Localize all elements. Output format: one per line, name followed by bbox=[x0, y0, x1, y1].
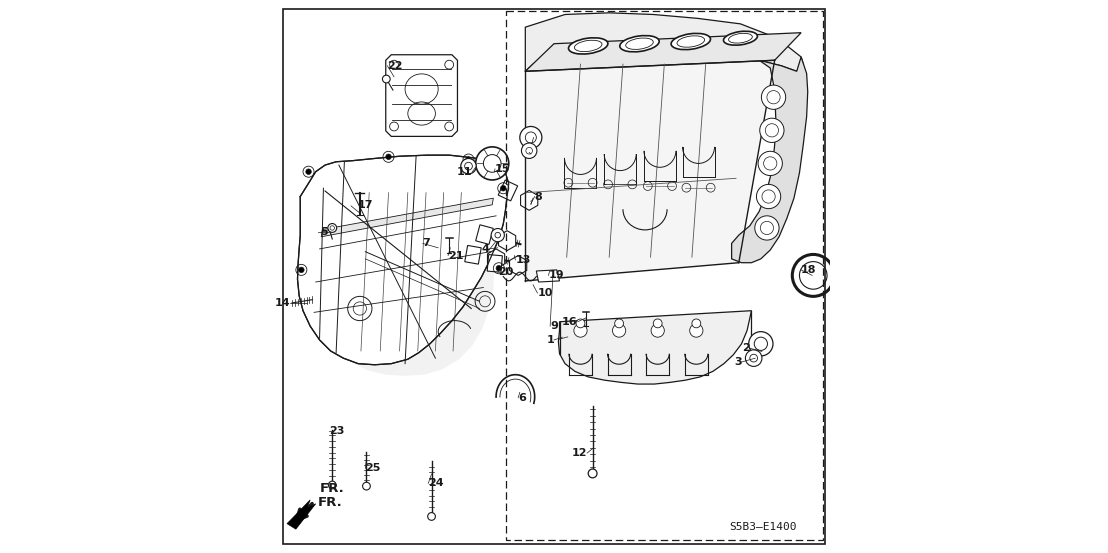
Text: 7: 7 bbox=[423, 238, 431, 248]
Circle shape bbox=[428, 513, 435, 520]
Text: 25: 25 bbox=[366, 463, 381, 473]
Ellipse shape bbox=[671, 33, 710, 50]
Polygon shape bbox=[321, 198, 493, 237]
Polygon shape bbox=[525, 13, 803, 71]
Circle shape bbox=[615, 319, 624, 328]
Ellipse shape bbox=[724, 31, 758, 45]
Circle shape bbox=[520, 127, 542, 149]
Circle shape bbox=[758, 152, 782, 175]
Circle shape bbox=[461, 159, 476, 174]
Circle shape bbox=[362, 482, 370, 490]
Text: FR.: FR. bbox=[318, 496, 342, 509]
Circle shape bbox=[749, 332, 773, 356]
Text: 14: 14 bbox=[275, 298, 290, 308]
Polygon shape bbox=[510, 255, 526, 275]
Circle shape bbox=[652, 324, 665, 337]
Circle shape bbox=[576, 319, 585, 328]
Circle shape bbox=[757, 184, 781, 208]
Circle shape bbox=[588, 469, 597, 478]
Circle shape bbox=[654, 319, 663, 328]
Text: 21: 21 bbox=[448, 251, 463, 260]
Polygon shape bbox=[464, 246, 481, 264]
Polygon shape bbox=[499, 180, 517, 201]
Polygon shape bbox=[499, 231, 515, 251]
Text: 24: 24 bbox=[428, 478, 444, 488]
Circle shape bbox=[491, 228, 504, 242]
Text: S5B3–E1400: S5B3–E1400 bbox=[729, 523, 797, 533]
Circle shape bbox=[691, 319, 700, 328]
Text: 8: 8 bbox=[535, 191, 543, 201]
Polygon shape bbox=[525, 33, 801, 71]
Text: 11: 11 bbox=[456, 166, 472, 177]
Circle shape bbox=[328, 223, 337, 232]
Circle shape bbox=[522, 143, 537, 159]
Circle shape bbox=[501, 185, 506, 191]
Text: 6: 6 bbox=[519, 393, 526, 403]
Polygon shape bbox=[300, 196, 505, 376]
Circle shape bbox=[328, 481, 336, 489]
Text: 12: 12 bbox=[572, 448, 587, 458]
Ellipse shape bbox=[568, 38, 608, 54]
Text: 5: 5 bbox=[320, 227, 328, 237]
Circle shape bbox=[613, 324, 626, 337]
Text: 9: 9 bbox=[551, 321, 558, 331]
Circle shape bbox=[755, 216, 779, 240]
Text: 2: 2 bbox=[742, 343, 750, 353]
Polygon shape bbox=[521, 190, 537, 210]
Text: 16: 16 bbox=[562, 317, 577, 327]
Circle shape bbox=[382, 75, 390, 83]
Text: 15: 15 bbox=[495, 164, 511, 174]
Text: 10: 10 bbox=[537, 288, 553, 298]
Ellipse shape bbox=[619, 35, 659, 52]
Polygon shape bbox=[731, 57, 808, 263]
Circle shape bbox=[574, 324, 587, 337]
Polygon shape bbox=[298, 155, 509, 365]
Circle shape bbox=[306, 169, 311, 174]
Polygon shape bbox=[287, 500, 316, 529]
Circle shape bbox=[792, 254, 834, 296]
Text: 18: 18 bbox=[801, 265, 817, 275]
Circle shape bbox=[475, 147, 509, 180]
Polygon shape bbox=[525, 60, 774, 281]
Circle shape bbox=[689, 324, 702, 337]
Polygon shape bbox=[488, 254, 502, 272]
Text: 17: 17 bbox=[358, 200, 373, 210]
Circle shape bbox=[761, 85, 786, 109]
Polygon shape bbox=[488, 249, 504, 269]
Text: FR.: FR. bbox=[319, 482, 345, 495]
Polygon shape bbox=[475, 225, 493, 244]
Polygon shape bbox=[386, 55, 458, 137]
Text: 1: 1 bbox=[546, 335, 554, 345]
Text: 23: 23 bbox=[329, 426, 345, 436]
Circle shape bbox=[386, 154, 391, 160]
Text: 19: 19 bbox=[548, 270, 564, 280]
Polygon shape bbox=[558, 311, 751, 384]
Text: 3: 3 bbox=[733, 357, 741, 367]
Text: 13: 13 bbox=[515, 255, 531, 265]
Circle shape bbox=[298, 267, 304, 273]
Circle shape bbox=[496, 265, 502, 271]
Circle shape bbox=[760, 118, 784, 143]
Text: 4: 4 bbox=[481, 244, 489, 254]
Text: 22: 22 bbox=[388, 61, 403, 71]
Circle shape bbox=[465, 157, 471, 163]
Circle shape bbox=[746, 350, 762, 367]
Text: 20: 20 bbox=[497, 267, 513, 277]
Polygon shape bbox=[536, 270, 560, 282]
